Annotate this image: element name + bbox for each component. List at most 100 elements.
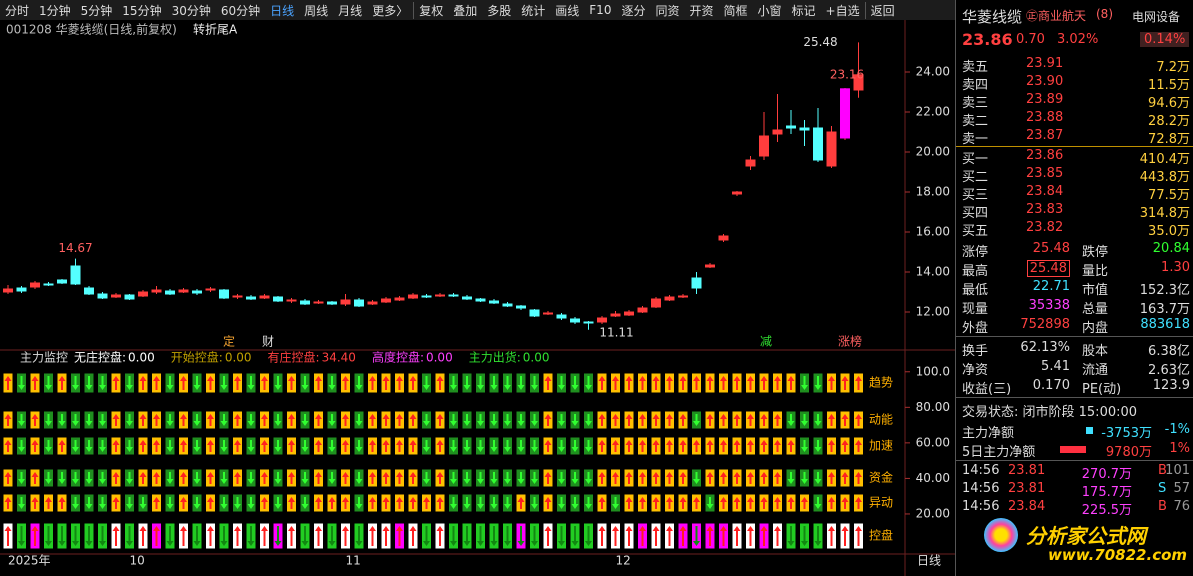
- signal-arrow: [423, 414, 430, 426]
- signal-arrow: [720, 440, 727, 452]
- toolbar-button[interactable]: 月线: [338, 3, 363, 18]
- signal-arrow: [382, 440, 390, 452]
- signal-arrow: [693, 497, 700, 509]
- stat-value: 22.71: [1032, 279, 1070, 294]
- stat-value: 62.13%: [1020, 340, 1070, 355]
- book-volume: 314.8万: [1139, 206, 1190, 221]
- signal-arrow: [180, 472, 187, 484]
- signal-arrow: [301, 497, 309, 509]
- trade-side: S: [1158, 481, 1167, 496]
- signal-arrow: [112, 497, 120, 509]
- toolbar-button[interactable]: 画线: [555, 3, 580, 18]
- signal-arrow: [247, 497, 255, 509]
- candle-body: [286, 299, 297, 302]
- toolbar-button[interactable]: 同资: [655, 3, 680, 18]
- toolbar-button[interactable]: 日线: [270, 3, 295, 18]
- stat-label: 跌停: [1082, 245, 1109, 260]
- candle-body: [246, 296, 256, 300]
- signal-arrow: [112, 472, 120, 484]
- signal-arrow: [423, 472, 430, 484]
- signal-arrow: [733, 526, 741, 546]
- stat-value: 883618: [1140, 317, 1190, 332]
- toolbar-button[interactable]: 15分钟: [122, 3, 162, 18]
- toolbar-button[interactable]: 更多〉: [367, 1, 415, 19]
- signal-arrow: [301, 414, 309, 426]
- candle-body: [759, 135, 769, 157]
- toolbar-button[interactable]: 30分钟: [171, 3, 211, 18]
- toolbar-button[interactable]: 复权: [419, 3, 444, 18]
- candle-body: [124, 294, 135, 300]
- stat-value: 5.41: [1041, 359, 1070, 374]
- signal-arrow: [733, 376, 741, 390]
- stat-value: 2.63亿: [1148, 363, 1190, 378]
- toolbar-button[interactable]: 小窗: [757, 3, 782, 18]
- signal-arrow: [4, 497, 12, 509]
- indicator-item-value: 34.40: [322, 351, 356, 365]
- toolbar-button[interactable]: 60分钟: [220, 3, 261, 18]
- signal-arrow: [706, 472, 714, 484]
- signal-arrow: [612, 526, 619, 546]
- signal-arrow: [774, 472, 781, 484]
- candle-body: [367, 301, 378, 305]
- signal-arrow: [706, 376, 714, 390]
- toolbar-button[interactable]: 开资: [689, 3, 714, 18]
- toolbar-button[interactable]: +自选: [821, 1, 866, 19]
- signal-arrow: [517, 376, 525, 390]
- toolbar-button[interactable]: 叠加: [453, 3, 478, 18]
- candle-body: [705, 264, 715, 268]
- signal-arrow: [828, 526, 835, 546]
- candle-body: [448, 294, 459, 297]
- signal-arrow: [85, 376, 93, 390]
- toolbar-button[interactable]: 1分钟: [39, 3, 71, 18]
- signal-arrow: [760, 376, 768, 390]
- toolbar-button[interactable]: 标记: [791, 3, 816, 18]
- signal-arrow: [72, 472, 79, 484]
- signal-arrow: [99, 497, 106, 509]
- toolbar-button[interactable]: 多股: [487, 3, 512, 18]
- signal-arrow: [841, 440, 849, 452]
- signal-arrow: [166, 497, 174, 509]
- signal-arrow: [207, 414, 214, 426]
- signal-arrow: [355, 414, 363, 426]
- signal-arrow: [261, 497, 268, 509]
- signal-arrow: [720, 526, 727, 546]
- signal-arrow: [193, 414, 201, 426]
- flow-pct: 1%: [1169, 441, 1190, 456]
- signal-arrow: [760, 440, 768, 452]
- trade-volume: 225.5万: [1081, 503, 1132, 518]
- signal-arrow: [193, 376, 201, 390]
- toolbar-button[interactable]: 简框: [723, 3, 748, 18]
- signal-arrow: [571, 376, 579, 390]
- signal-arrow: [490, 376, 498, 390]
- signal-arrow: [369, 472, 376, 484]
- toolbar-button[interactable]: 统计: [521, 3, 546, 18]
- chart-bg: [0, 20, 955, 576]
- book-label: 卖二: [962, 114, 989, 129]
- signal-arrow: [247, 376, 255, 390]
- toolbar-button[interactable]: 返回: [870, 3, 895, 18]
- signal-arrow: [490, 526, 498, 546]
- toolbar-button[interactable]: F10: [589, 3, 612, 17]
- signal-arrow: [180, 440, 187, 452]
- toolbar-button[interactable]: 5分钟: [80, 3, 113, 18]
- toolbar-button[interactable]: 分时: [5, 3, 30, 18]
- toolbar-button[interactable]: 逐分: [621, 3, 646, 18]
- signal-arrow: [126, 414, 133, 426]
- signal-arrow: [153, 472, 160, 484]
- signal-arrow: [31, 414, 39, 426]
- signal-arrow: [720, 472, 727, 484]
- candle-body: [151, 289, 162, 293]
- candle-body: [111, 294, 121, 298]
- toolbar-button[interactable]: 周线: [304, 3, 329, 18]
- logo-badge: [984, 518, 1018, 552]
- indicator-item-value: 0.00: [426, 351, 453, 365]
- signal-arrow: [517, 526, 525, 546]
- signal-arrow: [342, 414, 349, 426]
- signal-arrow: [450, 440, 457, 452]
- signal-arrow: [558, 414, 565, 426]
- signal-arrow: [531, 414, 538, 426]
- signal-arrow: [814, 497, 822, 509]
- signal-arrow: [760, 472, 768, 484]
- signal-arrow: [558, 376, 565, 390]
- signal-arrow: [544, 526, 552, 546]
